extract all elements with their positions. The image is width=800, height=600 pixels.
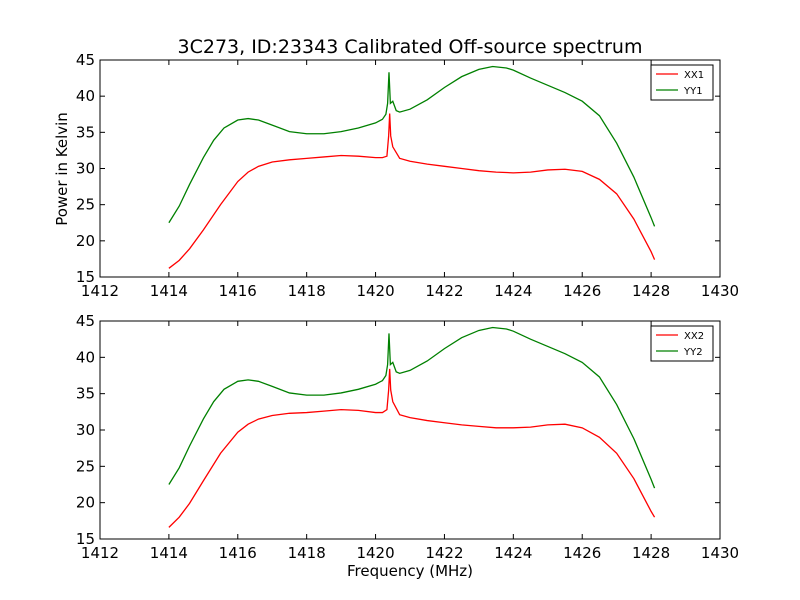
- x-tick-label: 1426: [563, 282, 601, 300]
- x-tick-label: 1422: [425, 544, 463, 562]
- series-line-xx1: [168, 113, 656, 269]
- chart-title: 3C273, ID:23343 Calibrated Off-source sp…: [178, 36, 643, 58]
- x-tick-label: 1412: [81, 282, 119, 300]
- y-tick-label: 30: [76, 160, 95, 178]
- y-tick-label: 40: [76, 87, 95, 105]
- plot-panel-top: 1412 1414 1416 1418 1420 1422 1424 1426 1428 1430…: [76, 51, 739, 300]
- plot-panel-bottom: 1412 1414 1416 1418 1420 1422 1424 1426 1428 1430…: [76, 312, 739, 562]
- x-tick-label: 1416: [219, 282, 257, 300]
- x-tick-label: 1414: [150, 282, 188, 300]
- y-tick-label: 20: [76, 232, 95, 250]
- x-tick-label: 1412: [81, 544, 119, 562]
- x-axis-label: Frequency (MHz): [347, 562, 473, 580]
- series-line-yy2: [168, 326, 656, 489]
- x-tick-label: 1416: [219, 544, 257, 562]
- x-tick-label: 1426: [563, 544, 601, 562]
- legend-label-xx1: XX1: [684, 70, 704, 81]
- x-tick-label: 1428: [632, 282, 670, 300]
- y-tick-label: 45: [76, 312, 95, 330]
- y-tick-label: 15: [76, 530, 95, 548]
- y-tick-label: 35: [76, 123, 95, 141]
- x-tick-label: 1420: [356, 282, 394, 300]
- y-tick-label: 35: [76, 385, 95, 403]
- x-tick-label: 1424: [494, 282, 532, 300]
- y-tick-label: 45: [76, 51, 95, 69]
- legend-label-yy2: YY2: [683, 347, 703, 358]
- y-tick-label: 25: [76, 196, 95, 214]
- x-tick-label: 1420: [356, 544, 394, 562]
- x-tick-label: 1418: [288, 282, 326, 300]
- y-tick-label: 30: [76, 421, 95, 439]
- x-tick-label: 1424: [494, 544, 532, 562]
- x-tick-label: 1418: [288, 544, 326, 562]
- legend-box: [650, 64, 714, 101]
- series-line-yy1: [168, 65, 656, 227]
- y-axis-label: Power in Kelvin: [53, 112, 71, 226]
- y-tick-label: 20: [76, 494, 95, 512]
- series-line-xx2: [168, 368, 656, 528]
- legend-label-yy1: YY1: [683, 86, 703, 97]
- y-tick-label: 40: [76, 348, 95, 366]
- x-tick-label: 1430: [701, 282, 739, 300]
- x-tick-label: 1430: [701, 544, 739, 562]
- legend-label-xx2: XX2: [684, 331, 704, 342]
- y-tick-label: 25: [76, 457, 95, 475]
- y-tick-label: 15: [76, 268, 95, 286]
- legend-box: [650, 325, 714, 362]
- x-tick-label: 1422: [425, 282, 463, 300]
- x-tick-label: 1428: [632, 544, 670, 562]
- x-tick-label: 1414: [150, 544, 188, 562]
